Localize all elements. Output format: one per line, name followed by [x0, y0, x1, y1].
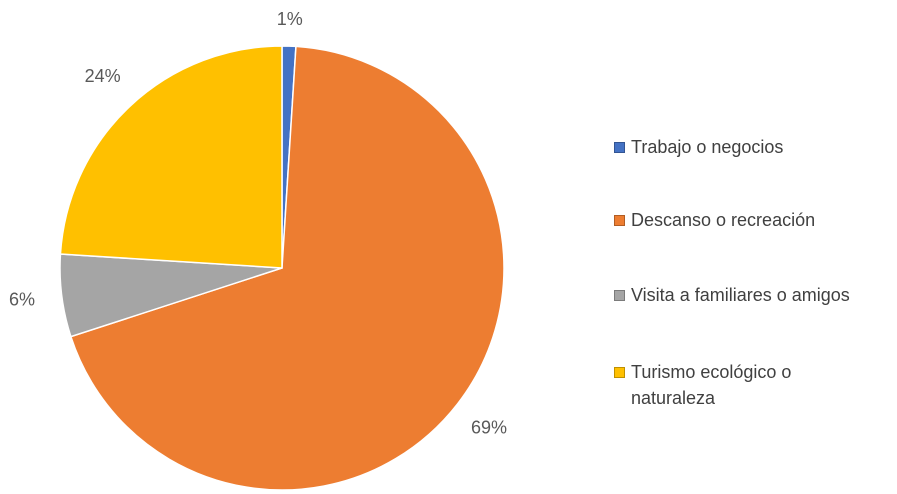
legend-swatch: [614, 142, 625, 153]
pie-slice: [59, 45, 283, 269]
legend-label: Descanso o recreación: [631, 210, 816, 230]
data-label: 6%: [9, 290, 35, 310]
legend-swatch: [614, 290, 625, 301]
legend-item: Descanso o recreación: [614, 207, 884, 233]
data-label: 1%: [277, 9, 303, 29]
legend-item: Trabajo o negocios: [614, 134, 884, 160]
legend-label: Trabajo o negocios: [631, 137, 784, 157]
legend-label: Turismo ecológico o naturaleza: [631, 362, 792, 408]
data-label: 69%: [471, 417, 507, 437]
legend-swatch: [614, 215, 625, 226]
data-label: 24%: [85, 66, 121, 86]
legend-item: Visita a familiares o amigos: [614, 282, 884, 308]
legend-label: Visita a familiares o amigos: [631, 285, 850, 305]
legend-swatch: [614, 367, 625, 378]
legend-item: Turismo ecológico o naturaleza: [614, 359, 884, 411]
pie-slice: [69, 45, 505, 491]
